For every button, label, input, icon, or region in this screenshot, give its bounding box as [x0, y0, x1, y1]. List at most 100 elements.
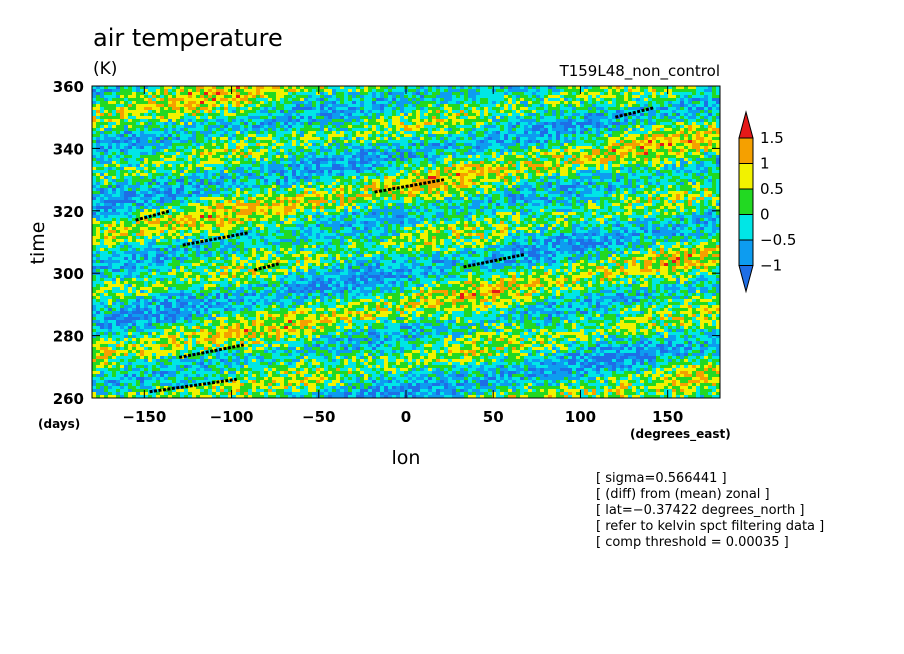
- heatmap-cell: [708, 146, 712, 149]
- heatmap-cell: [180, 152, 184, 155]
- heatmap-cell: [396, 128, 400, 131]
- heatmap-cell: [472, 176, 476, 179]
- heatmap-cell: [340, 92, 344, 95]
- heatmap-cell: [136, 125, 140, 128]
- heatmap-cell: [140, 152, 144, 155]
- heatmap-cell: [424, 161, 428, 164]
- heatmap-cell: [408, 140, 412, 143]
- heatmap-cell: [132, 128, 136, 131]
- heatmap-cell: [648, 155, 652, 158]
- heatmap-cell: [604, 110, 608, 113]
- heatmap-cell: [508, 95, 512, 98]
- heatmap-cell: [516, 98, 520, 101]
- heatmap-cell: [696, 149, 700, 152]
- heatmap-cell: [360, 131, 364, 134]
- heatmap-cell: [396, 164, 400, 167]
- heatmap-cell: [604, 179, 608, 182]
- heatmap-cell: [204, 119, 208, 122]
- heatmap-cell: [204, 92, 208, 95]
- heatmap-cell: [224, 95, 228, 98]
- heatmap-cell: [136, 122, 140, 125]
- heatmap-cell: [340, 86, 344, 89]
- heatmap-cell: [172, 173, 176, 176]
- heatmap-cell: [164, 92, 168, 95]
- heatmap-cell: [696, 158, 700, 161]
- heatmap-cell: [108, 95, 112, 98]
- heatmap-cell: [712, 101, 716, 104]
- heatmap-cell: [292, 167, 296, 170]
- heatmap-cell: [428, 98, 432, 101]
- heatmap-cell: [444, 128, 448, 131]
- heatmap-cell: [600, 146, 604, 149]
- heatmap-cell: [400, 95, 404, 98]
- heatmap-cell: [396, 107, 400, 110]
- heatmap-cell: [432, 137, 436, 140]
- heatmap-cell: [184, 110, 188, 113]
- heatmap-cell: [268, 95, 272, 98]
- heatmap-cell: [688, 170, 692, 173]
- heatmap-cell: [284, 116, 288, 119]
- heatmap-cell: [228, 185, 232, 188]
- heatmap-cell: [368, 131, 372, 134]
- heatmap-cell: [172, 140, 176, 143]
- heatmap-cell: [148, 89, 152, 92]
- heatmap-cell: [264, 131, 268, 134]
- heatmap-cell: [136, 185, 140, 188]
- heatmap-cell: [500, 125, 504, 128]
- heatmap-cell: [664, 146, 668, 149]
- heatmap-cell: [260, 131, 264, 134]
- heatmap-cell: [164, 107, 168, 110]
- heatmap-cell: [444, 89, 448, 92]
- heatmap-cell: [332, 143, 336, 146]
- heatmap-cell: [316, 116, 320, 119]
- heatmap-cell: [204, 149, 208, 152]
- heatmap-cell: [560, 152, 564, 155]
- heatmap-cell: [532, 101, 536, 104]
- heatmap-cell: [100, 110, 104, 113]
- heatmap-cell: [692, 110, 696, 113]
- heatmap-cell: [400, 98, 404, 101]
- heatmap-cell: [388, 167, 392, 170]
- heatmap-cell: [520, 101, 524, 104]
- heatmap-cell: [620, 170, 624, 173]
- heatmap-cell: [524, 116, 528, 119]
- heatmap-cell: [336, 182, 340, 185]
- heatmap-cell: [440, 146, 444, 149]
- heatmap-cell: [584, 107, 588, 110]
- heatmap-cell: [572, 137, 576, 140]
- heatmap-cell: [420, 158, 424, 161]
- heatmap-cell: [104, 95, 108, 98]
- heatmap-cell: [296, 182, 300, 185]
- heatmap-cell: [648, 173, 652, 176]
- heatmap-cell: [576, 125, 580, 128]
- heatmap-cell: [424, 101, 428, 104]
- heatmap-cell: [360, 182, 364, 185]
- heatmap-cell: [352, 95, 356, 98]
- heatmap-cell: [480, 101, 484, 104]
- heatmap-cell: [568, 131, 572, 134]
- heatmap-cell: [372, 104, 376, 107]
- heatmap-cell: [356, 140, 360, 143]
- heatmap-cell: [548, 146, 552, 149]
- heatmap-cell: [360, 185, 364, 188]
- heatmap-cell: [440, 149, 444, 152]
- heatmap-cell: [268, 140, 272, 143]
- heatmap-cell: [120, 119, 124, 122]
- heatmap-cell: [624, 176, 628, 179]
- heatmap-cell: [244, 110, 248, 113]
- heatmap-cell: [484, 107, 488, 110]
- heatmap-cell: [416, 122, 420, 125]
- heatmap-cell: [336, 104, 340, 107]
- heatmap-cell: [276, 176, 280, 179]
- heatmap-cell: [460, 146, 464, 149]
- heatmap-cell: [532, 98, 536, 101]
- heatmap-cell: [488, 101, 492, 104]
- heatmap-cell: [188, 125, 192, 128]
- heatmap-cell: [708, 98, 712, 101]
- heatmap-cell: [500, 107, 504, 110]
- heatmap-cell: [356, 146, 360, 149]
- heatmap-cell: [264, 161, 268, 164]
- heatmap-cell: [572, 86, 576, 89]
- heatmap-cell: [248, 128, 252, 131]
- heatmap-cell: [372, 155, 376, 158]
